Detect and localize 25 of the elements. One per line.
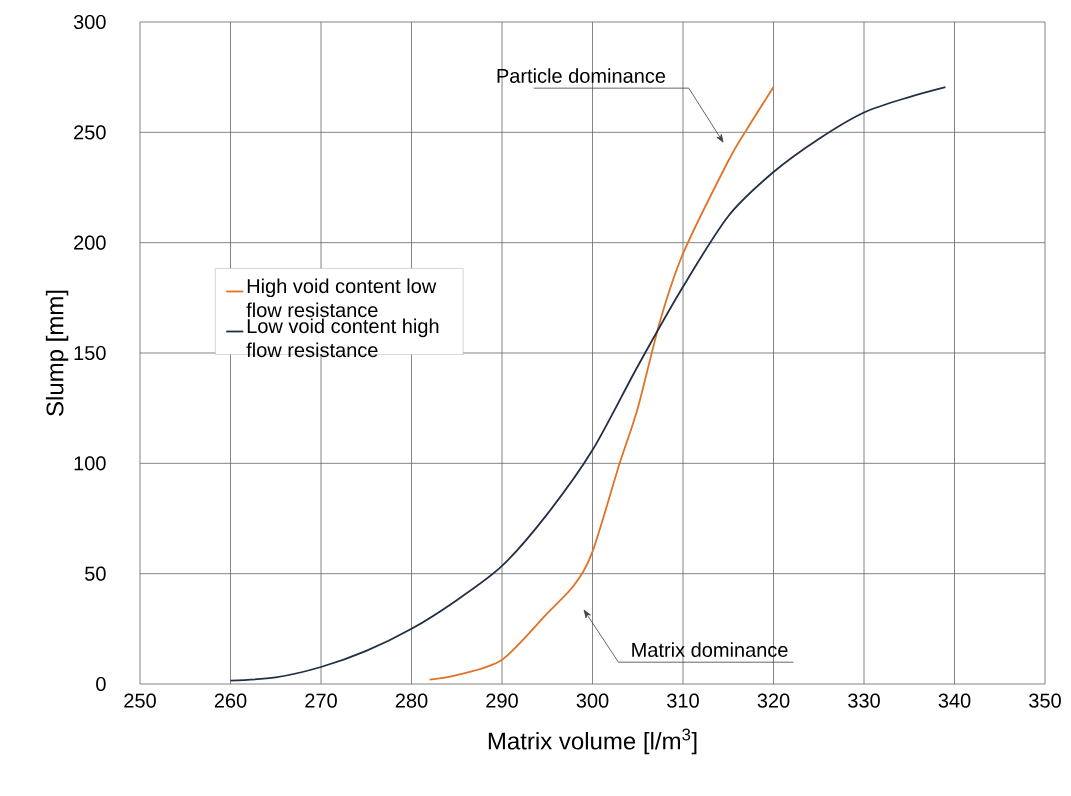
y-tick-label: 50: [85, 566, 106, 581]
x-tick-label: 270: [305, 693, 337, 708]
x-tick-label: 250: [124, 693, 156, 708]
x-tick-label: 280: [395, 693, 428, 708]
y-tick-label: 150: [74, 345, 106, 361]
line-series: [229, 86, 947, 682]
x-axis-title: Matrix volume [l/m$^{3}$]: [488, 728, 697, 755]
legend-label: Low void content high flow resistance: [246, 318, 439, 358]
y-axis-title: Slump [mm]: [45, 290, 69, 416]
x-tick-label: 340: [938, 693, 971, 708]
y-tick-label: 200: [74, 235, 106, 250]
annotation: Particle dominance: [497, 68, 666, 83]
x-tick-label: 310: [667, 693, 699, 708]
annotation: Matrix dominance: [632, 642, 788, 657]
y-tick-label: 300: [73, 14, 106, 30]
x-tick-label: 300: [576, 693, 609, 708]
legend-label: High void content low flow resistance: [246, 278, 437, 318]
x-tick-label: 330: [848, 693, 880, 708]
y-tick-label: 250: [74, 125, 106, 140]
x-tick-label: 260: [214, 693, 247, 708]
x-tick-label: 350: [1029, 693, 1061, 708]
y-tick-label: 100: [74, 456, 106, 471]
x-tick-label: 320: [757, 693, 790, 708]
y-tick-label: 0: [96, 676, 106, 692]
x-tick-label: 290: [486, 693, 518, 708]
